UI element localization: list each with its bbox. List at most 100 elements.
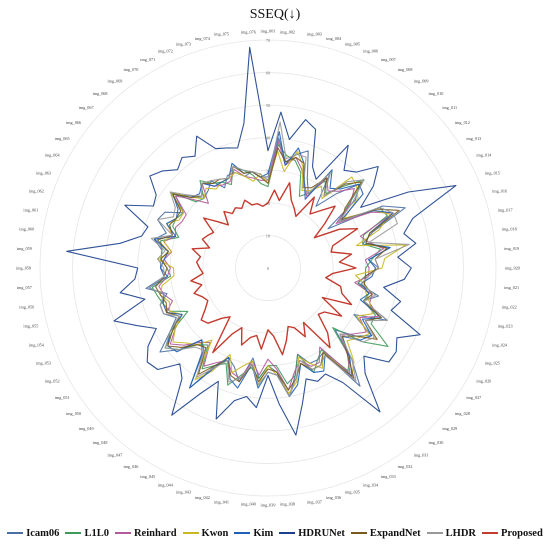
chart-legend: Icam06 L1L0 Reinhard Kwon Kim HDRUNet ExpandNe…: [0, 524, 550, 542]
category-label: img_016: [492, 189, 507, 194]
legend-swatch: [182, 532, 199, 534]
legend-label: Kwon: [201, 527, 229, 539]
legend-swatch: [7, 532, 24, 534]
legend-item-kim: Kim: [234, 528, 273, 539]
legend-swatch: [65, 532, 82, 534]
category-label: img_062: [29, 189, 44, 194]
legend-label: HDRUNet: [298, 527, 345, 539]
series-line-lhdr: [148, 121, 410, 398]
series-line-reinhard: [158, 140, 394, 391]
category-label: img_001: [261, 29, 276, 34]
category-label: img_063: [36, 170, 51, 175]
category-label: img_068: [93, 91, 108, 96]
legend-item-hdrunet: HDRUNet: [279, 528, 345, 539]
radial-tick-label: 60: [266, 71, 271, 76]
legend-swatch: [234, 532, 251, 534]
category-label: img_017: [498, 207, 513, 212]
category-label: img_067: [79, 105, 94, 110]
category-label: img_018: [502, 227, 517, 232]
category-label: img_005: [345, 41, 360, 46]
series-line-proposed: [190, 181, 359, 356]
legend-label: L1L0: [84, 527, 109, 539]
legend-label: Kim: [253, 527, 274, 539]
radial-tick-label: 0: [267, 266, 270, 271]
category-label: img_002: [280, 29, 295, 34]
category-label: img_056: [19, 305, 34, 310]
category-label: img_012: [455, 120, 470, 125]
legend-item-proposed: Proposed: [482, 528, 543, 539]
radial-tick-label: 70: [266, 38, 271, 43]
category-label: img_046: [124, 464, 139, 469]
category-label: img_009: [414, 79, 429, 84]
category-label: img_065: [55, 136, 70, 141]
legend-label: Proposed: [501, 527, 543, 539]
legend-label: LHDR: [445, 527, 476, 539]
legend-item-reinhard: Reinhard: [114, 527, 177, 539]
category-label: img_058: [16, 266, 31, 271]
legend-item-expandnet: ExpandNet: [350, 527, 421, 539]
radial-tick-label: 50: [266, 103, 271, 108]
category-label: img_052: [45, 378, 60, 383]
category-label: img_007: [381, 57, 396, 62]
legend-label: ExpandNet: [369, 527, 421, 539]
series-line-expandnet: [155, 147, 400, 391]
chart-title: SSEQ(↓): [250, 7, 301, 22]
category-label: img_039: [261, 503, 276, 508]
category-label: img_042: [195, 495, 210, 500]
category-label: img_060: [19, 227, 34, 232]
grid-ring-50: [104, 104, 432, 432]
category-label: img_072: [158, 49, 173, 54]
legend-swatch: [350, 532, 367, 534]
category-label: img_053: [36, 361, 51, 366]
category-label: img_037: [307, 499, 322, 504]
category-label: img_057: [17, 285, 32, 290]
grid-ring-70: [39, 39, 497, 497]
category-label: img_064: [45, 153, 61, 158]
category-label: img_028: [455, 411, 470, 416]
category-label: img_048: [93, 440, 108, 445]
category-label: img_045: [140, 474, 155, 479]
series-lines: [66, 46, 457, 436]
category-label: img_024: [492, 343, 508, 348]
legend-item-lhdr: LHDR: [426, 527, 476, 539]
category-label: img_026: [476, 378, 491, 383]
category-label: img_049: [79, 426, 94, 431]
category-label: img_032: [398, 464, 413, 469]
category-label: img_069: [108, 79, 123, 84]
category-label: img_066: [66, 120, 81, 125]
legend-item-kwon: Kwon: [182, 527, 229, 539]
category-label: img_040: [241, 502, 256, 507]
category-label: img_029: [442, 426, 457, 431]
category-label: img_070: [124, 67, 139, 72]
category-label: img_036: [326, 495, 341, 500]
category-label: img_014: [476, 153, 492, 158]
category-label: img_022: [502, 305, 517, 310]
legend-label: Reinhard: [133, 527, 177, 539]
category-label: img_076: [241, 29, 256, 34]
category-label: img_011: [442, 105, 457, 110]
category-label: img_025: [485, 361, 500, 366]
radial-tick-label: 40: [266, 136, 271, 141]
category-label: img_004: [326, 36, 342, 41]
category-label: img_050: [66, 411, 81, 416]
category-label: img_015: [485, 170, 500, 175]
category-label: img_003: [307, 32, 322, 37]
grid-ring-60: [72, 72, 464, 464]
series-line-hdrunet: [66, 46, 457, 436]
legend-label: Icam06: [26, 527, 60, 539]
category-label: img_010: [429, 91, 444, 96]
category-label: img_020: [505, 266, 520, 271]
category-label: img_033: [381, 474, 396, 479]
category-label: img_013: [466, 136, 481, 141]
legend-item-l1l0: L1L0: [65, 528, 109, 539]
category-label: img_038: [280, 502, 295, 507]
category-label: img_034: [363, 483, 379, 488]
category-label: img_008: [398, 67, 413, 72]
category-label: img_043: [176, 490, 191, 495]
category-label: img_059: [17, 246, 32, 251]
category-label: img_006: [363, 49, 378, 54]
category-label: img_023: [498, 324, 513, 329]
category-label: img_030: [429, 440, 444, 445]
category-label: img_031: [414, 453, 429, 458]
